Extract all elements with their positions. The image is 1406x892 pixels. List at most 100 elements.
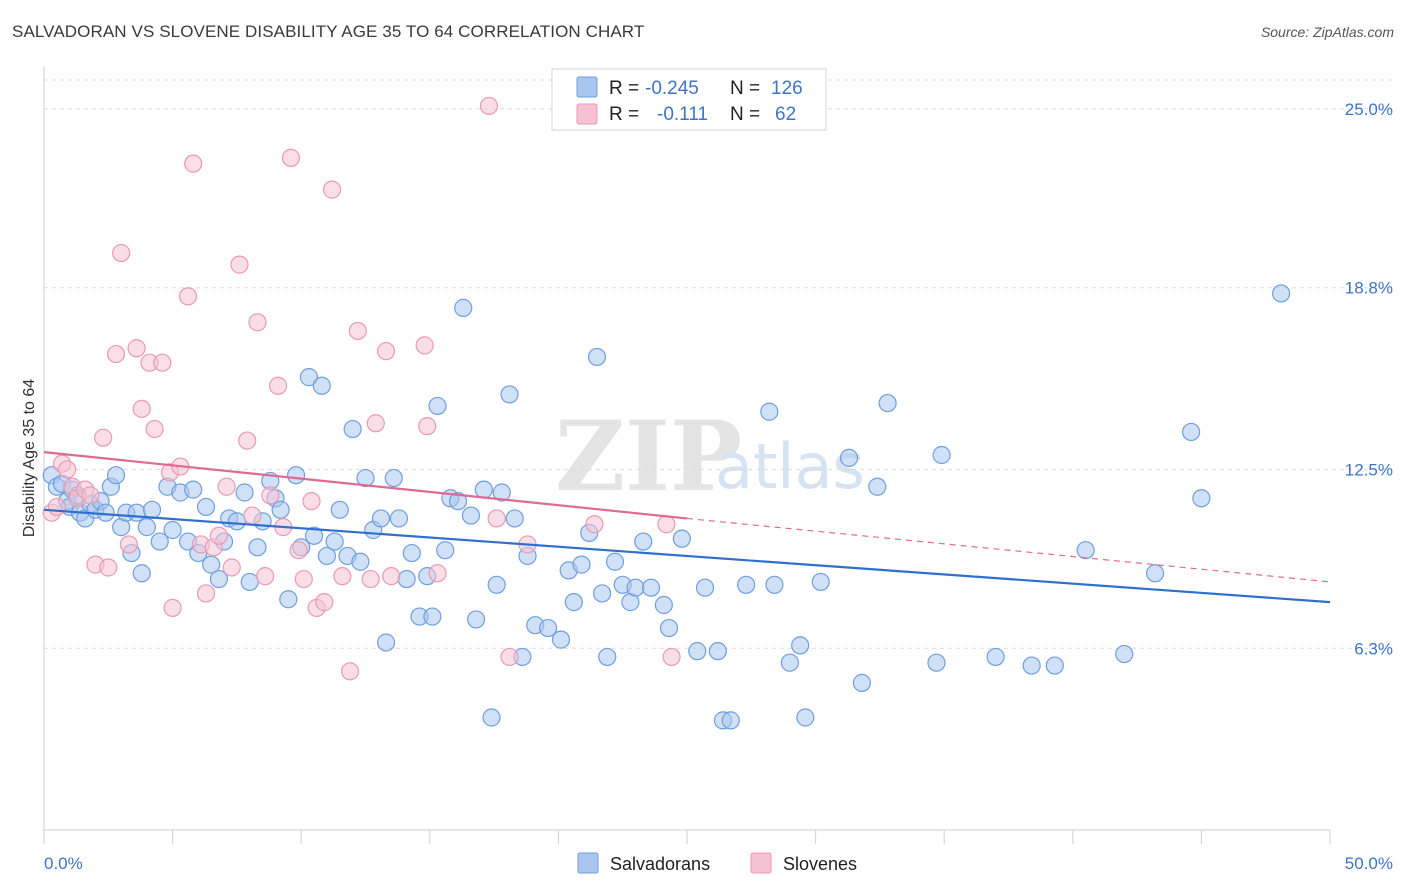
slovene-point-29 (222, 558, 241, 577)
slovene-point-7 (81, 486, 100, 505)
slovene-point-27 (209, 526, 228, 545)
salvadoran-point-106 (765, 575, 784, 594)
salvadoran-point-46 (304, 526, 324, 545)
salvadoran-point-69 (454, 298, 473, 317)
salvadoran-point-104 (737, 575, 756, 594)
salvadoran-point-20 (137, 518, 156, 537)
slovene-point-54 (428, 564, 447, 583)
salvadoran-point-31 (209, 569, 228, 589)
slovene-point-41 (302, 492, 321, 511)
salvadoran-point-35 (235, 483, 254, 502)
slovene-point-31 (238, 431, 257, 450)
salvadoran-point-84 (564, 593, 583, 612)
slovene-point-39 (289, 541, 308, 560)
salvadoran-point-112 (852, 673, 871, 692)
series-slovenes (42, 96, 681, 681)
slovene-point-3 (58, 460, 77, 479)
slovene-point-12 (112, 243, 131, 263)
salvadoran-point-43 (286, 466, 306, 485)
salvadoran-point-111 (839, 448, 859, 467)
trendline-slovenes-extension (686, 517, 1331, 583)
salvadoran-point-109 (796, 708, 815, 727)
legend-n-label-slovenes: N = (730, 104, 760, 125)
slovene-point-35 (261, 486, 280, 505)
legend-r-label-slovenes: R = (609, 104, 639, 125)
slovene-point-60 (662, 647, 681, 667)
salvadoran-point-18 (127, 503, 146, 522)
salvadoran-point-29 (196, 497, 216, 517)
y-axis-label: Disability Age 35 to 64 (21, 379, 38, 537)
salvadoran-point-98 (672, 529, 691, 548)
salvadoran-point-75 (492, 483, 511, 502)
salvadoran-point-49 (325, 532, 344, 551)
x-tick-label-1: 50.0% (1345, 854, 1393, 873)
salvadoran-point-21 (142, 500, 162, 519)
slovene-point-48 (361, 569, 380, 589)
salvadoran-point-65 (428, 396, 447, 416)
y-tick-label-1: 12.5% (1345, 460, 1393, 479)
salvadoran-point-88 (593, 584, 612, 603)
salvadoran-point-122 (1146, 564, 1165, 583)
series-legend: Salvadorans Slovenes (577, 852, 857, 874)
salvadoran-point-107 (780, 653, 799, 672)
slovene-point-43 (315, 593, 334, 612)
source-credit: Source: ZipAtlas.com (1260, 24, 1394, 40)
legend-n-label-salvadorans: N = (730, 78, 760, 99)
salvadoran-point-34 (227, 512, 246, 531)
slovene-point-17 (145, 419, 164, 439)
series-legend-swatch-salvadorans (577, 852, 599, 874)
salvadoran-point-41 (271, 500, 290, 519)
slovene-point-10 (99, 558, 118, 577)
salvadoran-point-99 (688, 642, 707, 661)
slovene-point-47 (348, 321, 367, 341)
salvadoran-point-118 (1022, 656, 1041, 675)
salvadoran-point-45 (299, 368, 319, 387)
salvadoran-point-14 (106, 466, 126, 485)
x-tick-label-0: 0.0% (44, 854, 83, 873)
y-tick-labels: 6.3% 12.5% 18.8% 25.0% (1345, 100, 1393, 658)
salvadoran-point-94 (634, 532, 653, 551)
legend-r-value-slovenes: -0.111 (657, 104, 708, 125)
salvadoran-point-71 (466, 610, 486, 629)
slovene-point-30 (230, 255, 249, 274)
salvadoran-point-60 (397, 569, 416, 589)
salvadoran-point-72 (474, 480, 493, 499)
salvadoran-point-50 (330, 500, 349, 519)
legend-box (551, 68, 827, 131)
slovene-point-49 (366, 414, 385, 433)
salvadoran-point-22 (150, 532, 169, 551)
slovene-point-56 (487, 509, 506, 528)
salvadoran-point-24 (163, 520, 182, 540)
salvadoran-point-113 (868, 477, 887, 496)
salvadoran-point-74 (487, 575, 506, 594)
salvadoran-point-115 (927, 653, 946, 672)
salvadoran-point-97 (659, 618, 679, 638)
salvadoran-point-76 (500, 385, 519, 404)
y-tick-label-0: 6.3% (1354, 639, 1393, 658)
salvadoran-point-93 (626, 578, 645, 597)
slovene-point-46 (340, 662, 360, 681)
salvadoran-point-61 (402, 543, 421, 563)
salvadoran-point-27 (184, 480, 203, 499)
salvadoran-point-90 (605, 552, 625, 571)
salvadoran-point-73 (482, 708, 501, 727)
slovene-point-18 (153, 353, 172, 372)
salvadoran-point-19 (132, 564, 151, 583)
slovene-point-33 (248, 313, 267, 332)
salvadoran-point-59 (389, 509, 409, 528)
legend-r-label-salvadorans: R = (609, 78, 639, 99)
salvadoran-point-47 (312, 376, 331, 395)
slovene-point-44 (322, 180, 342, 199)
series-legend-swatch-slovenes (750, 852, 772, 874)
salvadoran-point-110 (811, 572, 830, 592)
slovene-point-40 (294, 569, 313, 589)
salvadoran-point-36 (240, 572, 259, 592)
salvadoran-point-53 (351, 552, 370, 571)
salvadoran-point-82 (551, 630, 571, 649)
series-legend-label-salvadorans: Salvadorans (610, 854, 710, 874)
slovene-point-22 (178, 287, 198, 306)
series-legend-label-slovenes: Slovenes (783, 854, 857, 874)
salvadoran-point-116 (932, 445, 951, 465)
salvadoran-point-100 (695, 578, 715, 597)
